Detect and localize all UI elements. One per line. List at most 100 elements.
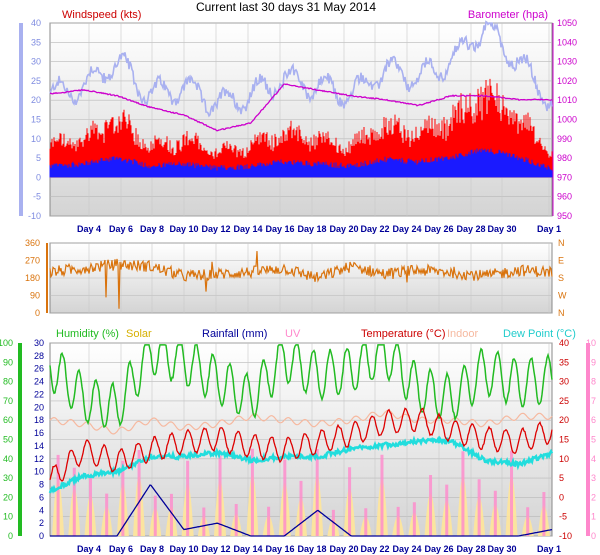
windspeed-ticks: -10 -5 0 5 10 15 20 25 30 35 40 xyxy=(28,18,41,221)
x-tick-label: Day 20 xyxy=(329,224,358,234)
uv-tick: 5 xyxy=(591,435,596,445)
barometer-tick: 1000 xyxy=(557,115,577,125)
legend-rainfall: Rainfall (mm) xyxy=(202,328,267,340)
barometer-ticks: 950 960 970 980 990 1000 1010 1020 1030 1040 1050 xyxy=(557,18,577,221)
direction-compass-tick: E xyxy=(558,256,564,266)
wind-series xyxy=(49,20,553,178)
direction-compass-tick: S xyxy=(558,273,564,283)
legend-indoor: Indoor xyxy=(447,328,479,340)
direction-degree-tick: 180 xyxy=(25,273,40,283)
rainfall-tick: 22 xyxy=(34,389,44,399)
humidity-tick: 30 xyxy=(3,473,13,483)
uv-tick: 2 xyxy=(591,492,596,502)
direction-degree-tick: 360 xyxy=(25,238,40,248)
legend-temperature: Temperature (°C) xyxy=(361,328,445,340)
temperature-tick: 0 xyxy=(559,492,564,502)
temperature-tick: 5 xyxy=(559,473,564,483)
windspeed-tick: 20 xyxy=(31,95,41,105)
thermo-panel: Humidity (%) Solar Rainfall (mm) UV Temp… xyxy=(0,328,596,554)
x-tick-label: Day 14 xyxy=(233,224,262,234)
windspeed-tick: 30 xyxy=(31,57,41,67)
humidity-tick: 60 xyxy=(3,415,13,425)
humidity-tick: 70 xyxy=(3,396,13,406)
chart-title: Current last 30 days 31 May 2014 xyxy=(196,0,376,14)
uv-tick: 1 xyxy=(591,512,596,522)
legend-dewpoint: Dew Point (°C) xyxy=(503,328,576,340)
rainfall-tick: 18 xyxy=(34,415,44,425)
x-tick-label: Day 30 xyxy=(487,224,516,234)
temperature-tick: 30 xyxy=(559,377,569,387)
legend-solar: Solar xyxy=(126,328,152,340)
x-tick-label: Day 6 xyxy=(109,224,133,234)
x-tick-label: Day 22 xyxy=(360,544,389,554)
humidity-tick: 20 xyxy=(3,492,13,502)
x-tick-label: Day 18 xyxy=(297,224,326,234)
windspeed-tick: 10 xyxy=(31,134,41,144)
barometer-tick: 980 xyxy=(557,153,572,163)
x-tick-label: Day 1 xyxy=(537,544,561,554)
barometer-series xyxy=(50,83,553,132)
direction-series xyxy=(49,251,553,309)
wind-direction-series xyxy=(49,251,553,309)
rainfall-tick: 30 xyxy=(34,338,44,348)
dewpoint-series xyxy=(48,435,554,494)
barometer-tick: 950 xyxy=(557,211,572,221)
x-tick-label: Day 6 xyxy=(109,544,133,554)
barometer-tick: 990 xyxy=(557,134,572,144)
direction-degree-tick: 270 xyxy=(25,256,40,266)
direction-compass-tick: N xyxy=(558,238,565,248)
wind-panel: Windspeed (kts) Barometer (hpa) -10 -5 0 5 1… xyxy=(19,9,577,234)
x-tick-label: Day 22 xyxy=(360,224,389,234)
x-tick-label: Day 24 xyxy=(392,544,421,554)
temperature-tick: -5 xyxy=(559,512,567,522)
rainfall-tick: 24 xyxy=(34,377,44,387)
wind-x-ticks: Day 4 Day 6 Day 8 Day 10 Day 12 Day 14 Day 16 D… xyxy=(77,224,561,234)
temperature-ticks: -10 -5 0 5 10 15 20 25 30 35 40 xyxy=(559,338,572,541)
x-tick-label: Day 8 xyxy=(140,224,164,234)
windspeed-tick: 25 xyxy=(31,76,41,86)
thermo-series xyxy=(48,344,554,537)
uv-tick: 10 xyxy=(586,338,596,348)
temperature-tick: 15 xyxy=(559,435,569,445)
rainfall-tick: 6 xyxy=(39,492,44,502)
uv-ticks: 0 1 2 3 4 5 6 7 8 9 10 xyxy=(586,338,596,541)
rainfall-tick: 8 xyxy=(39,480,44,490)
rainfall-tick: 4 xyxy=(39,505,44,515)
x-tick-label: Day 30 xyxy=(487,544,516,554)
barometer-tick: 1010 xyxy=(557,95,577,105)
x-tick-label: Day 12 xyxy=(201,544,230,554)
x-tick-label: Day 16 xyxy=(265,224,294,234)
barometer-tick: 1020 xyxy=(557,76,577,86)
rainfall-tick: 12 xyxy=(34,454,44,464)
rainfall-tick: 14 xyxy=(34,441,44,451)
humidity-tick: 100 xyxy=(0,338,13,348)
x-tick-label: Day 16 xyxy=(265,544,294,554)
rainfall-series xyxy=(50,484,553,537)
temperature-tick: 35 xyxy=(559,357,569,367)
barometer-tick: 1030 xyxy=(557,57,577,67)
x-tick-label: Day 1 xyxy=(537,224,561,234)
direction-degree-ticks: 0 90 180 270 360 xyxy=(25,238,40,318)
legend-humidity: Humidity (%) xyxy=(56,328,119,340)
windspeed-tick: -5 xyxy=(33,192,41,202)
legend-uv: UV xyxy=(285,328,301,340)
direction-degree-tick: 0 xyxy=(35,308,40,318)
x-tick-label: Day 8 xyxy=(140,544,164,554)
x-tick-label: Day 24 xyxy=(392,224,421,234)
windspeed-tick: 40 xyxy=(31,18,41,28)
thermo-x-ticks: Day 4 Day 6 Day 8 Day 10 Day 12 Day 14 Day 16 D… xyxy=(77,544,561,554)
rainfall-tick: 16 xyxy=(34,428,44,438)
windspeed-tick: 35 xyxy=(31,37,41,47)
uv-tick: 3 xyxy=(591,473,596,483)
x-tick-label: Day 26 xyxy=(424,224,453,234)
temperature-tick: 20 xyxy=(559,415,569,425)
barometer-axis-label: Barometer (hpa) xyxy=(468,9,548,21)
humidity-series xyxy=(49,344,553,428)
x-tick-label: Day 10 xyxy=(169,544,198,554)
temperature-series xyxy=(49,407,553,482)
barometer-tick: 1040 xyxy=(557,37,577,47)
x-tick-label: Day 12 xyxy=(201,224,230,234)
